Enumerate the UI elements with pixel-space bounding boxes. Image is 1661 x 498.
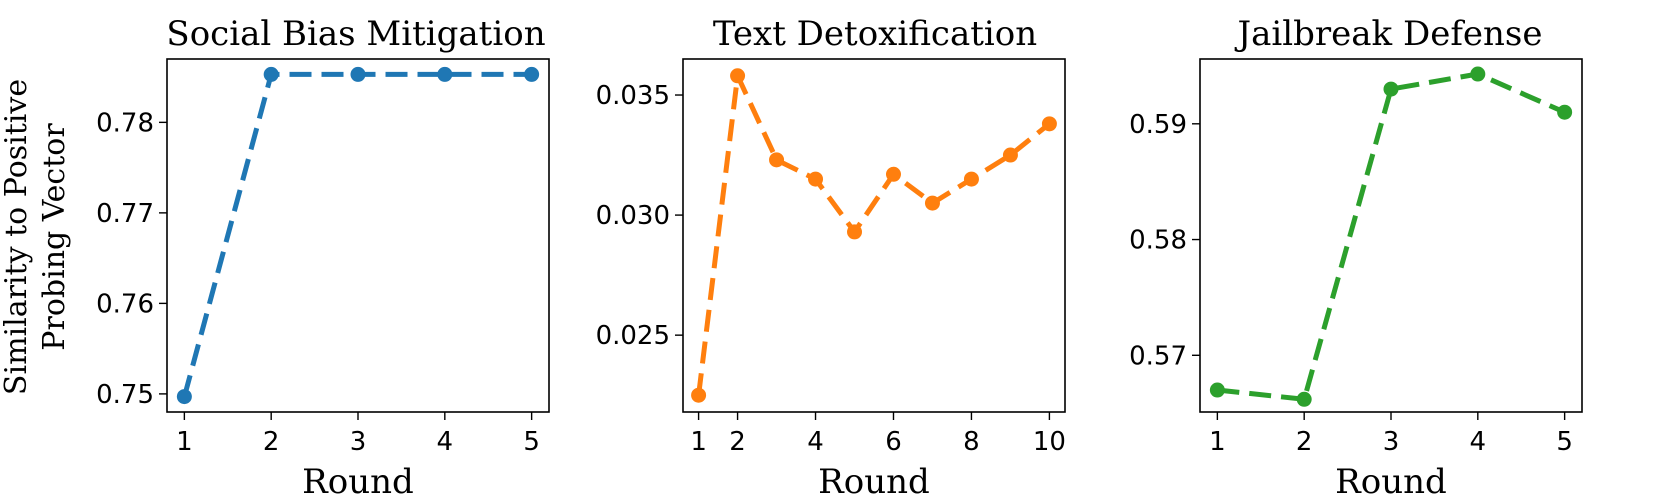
x-tick-label: 4 — [1470, 427, 1487, 457]
data-point — [1557, 104, 1573, 120]
y-tick-label: 0.57 — [1129, 341, 1187, 371]
data-point — [1383, 81, 1399, 97]
series-line — [181, 71, 532, 398]
series-layer — [176, 66, 540, 405]
x-ticks: 1 2 3 4 5 — [176, 412, 540, 457]
y-ticks: 0.025 0.030 0.035 — [596, 81, 683, 351]
series-layer — [691, 68, 1057, 403]
y-tick-label: 0.035 — [596, 81, 670, 111]
series-layer — [1209, 66, 1573, 407]
y-tick-label: 0.030 — [596, 201, 670, 231]
x-axis-label: Round — [1335, 462, 1447, 498]
panel-title: Text Detoxification — [713, 14, 1037, 54]
y-tick-label: 0.77 — [96, 199, 154, 229]
y-ticks: 0.75 0.76 0.77 0.78 — [96, 108, 167, 410]
y-tick-label: 0.59 — [1129, 110, 1187, 140]
data-point — [924, 195, 940, 211]
x-ticks: 1 2 3 4 5 — [1209, 412, 1573, 457]
panel-text-detoxification: Text Detoxification 1 2 4 6 8 10 0.0250.0300.… — [596, 14, 1066, 498]
data-point — [1041, 116, 1057, 132]
y-ticks: 0.57 0.58 0.59 — [1129, 110, 1200, 371]
series-line — [696, 73, 1051, 396]
x-tick-label: 8 — [963, 427, 980, 457]
x-tick-label: 1 — [1209, 427, 1226, 457]
data-point — [1002, 147, 1018, 163]
x-tick-label: 5 — [1556, 427, 1573, 457]
x-tick-label: 3 — [1383, 427, 1400, 457]
data-point — [524, 66, 540, 82]
plot-frame — [166, 58, 550, 413]
data-point — [885, 166, 901, 182]
x-axis-label: Round — [818, 462, 930, 498]
y-tick-label: 0.76 — [96, 289, 154, 319]
data-point — [808, 171, 824, 187]
x-tick-label: 2 — [729, 427, 746, 457]
data-point — [350, 66, 366, 82]
x-tick-label: 2 — [263, 427, 280, 457]
x-tick-label: 4 — [437, 427, 454, 457]
data-point — [1296, 391, 1312, 407]
plot-frame — [1199, 58, 1583, 413]
x-tick-label: 4 — [807, 427, 824, 457]
y-tick-label: 0.025 — [596, 321, 670, 351]
data-point — [730, 68, 746, 84]
x-tick-label: 1 — [690, 427, 707, 457]
plot-frame — [682, 58, 1066, 413]
x-ticks: 1 2 4 6 8 10 — [690, 412, 1066, 457]
data-point — [437, 66, 453, 82]
panel-title: Jailbreak Defense — [1234, 14, 1542, 54]
x-tick-label: 10 — [1033, 427, 1066, 457]
x-tick-label: 1 — [176, 427, 193, 457]
data-point — [691, 387, 707, 403]
data-point — [1209, 382, 1225, 398]
data-point — [263, 66, 279, 82]
y-axis-label-line1: Similarity to Positive — [0, 79, 34, 395]
x-tick-label: 5 — [523, 427, 540, 457]
y-tick-label: 0.75 — [96, 380, 154, 410]
data-point — [1470, 66, 1486, 82]
y-tick-label: 0.58 — [1129, 226, 1187, 256]
panel-jailbreak-defense: Jailbreak Defense 1 2 3 4 5 0.57 0.58 0.59 Rou… — [1129, 14, 1583, 498]
x-tick-label: 6 — [885, 427, 902, 457]
series-line — [1217, 71, 1566, 402]
data-point — [769, 152, 785, 168]
panel-title: Social Bias Mitigation — [166, 14, 545, 54]
data-point — [176, 389, 192, 405]
x-tick-label: 3 — [350, 427, 367, 457]
data-point — [847, 224, 863, 240]
x-axis-label: Round — [302, 462, 414, 498]
data-point — [963, 171, 979, 187]
y-axis-label-line2: Probing Vector — [37, 123, 72, 351]
x-tick-label: 2 — [1296, 427, 1313, 457]
y-tick-label: 0.78 — [96, 108, 154, 138]
